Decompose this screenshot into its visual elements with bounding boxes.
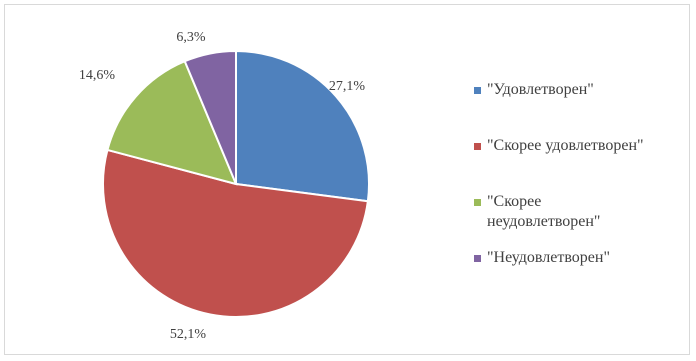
pie-slice-3 xyxy=(106,59,238,186)
pie-slice-4 xyxy=(183,49,237,185)
pie-data-labels: 27,1% 52,1% 14,6% 6,3% xyxy=(79,30,366,342)
legend-item-4: "Неудовлетворен" xyxy=(474,248,687,268)
legend-swatch-4 xyxy=(474,255,481,262)
legend-label-4: "Неудовлетворен" xyxy=(487,249,610,266)
legend-label-2: "Скорее удовлетворен" xyxy=(487,137,644,154)
pie-slices xyxy=(102,49,370,318)
pie-data-label-3: 14,6% xyxy=(79,68,116,83)
legend-swatch-2 xyxy=(474,143,481,150)
legend-label-3: "Скорее неудовлетворен" xyxy=(487,193,601,230)
legend-swatch-1 xyxy=(474,87,481,94)
legend-item-1: "Удовлетворен" xyxy=(474,80,687,100)
pie-slice-2 xyxy=(102,148,369,318)
pie-data-label-4: 6,3% xyxy=(176,30,206,45)
legend-label-1: "Удовлетворен" xyxy=(487,81,594,98)
legend-item-2: "Скорее удовлетворен" xyxy=(474,136,687,156)
legend-swatch-3 xyxy=(474,199,481,206)
pie-data-label-1: 27,1% xyxy=(329,79,366,94)
pie-data-label-2: 52,1% xyxy=(170,327,207,342)
legend-item-3: "Скорее неудовлетворен" xyxy=(474,192,637,232)
pie-slice-1 xyxy=(235,49,370,203)
